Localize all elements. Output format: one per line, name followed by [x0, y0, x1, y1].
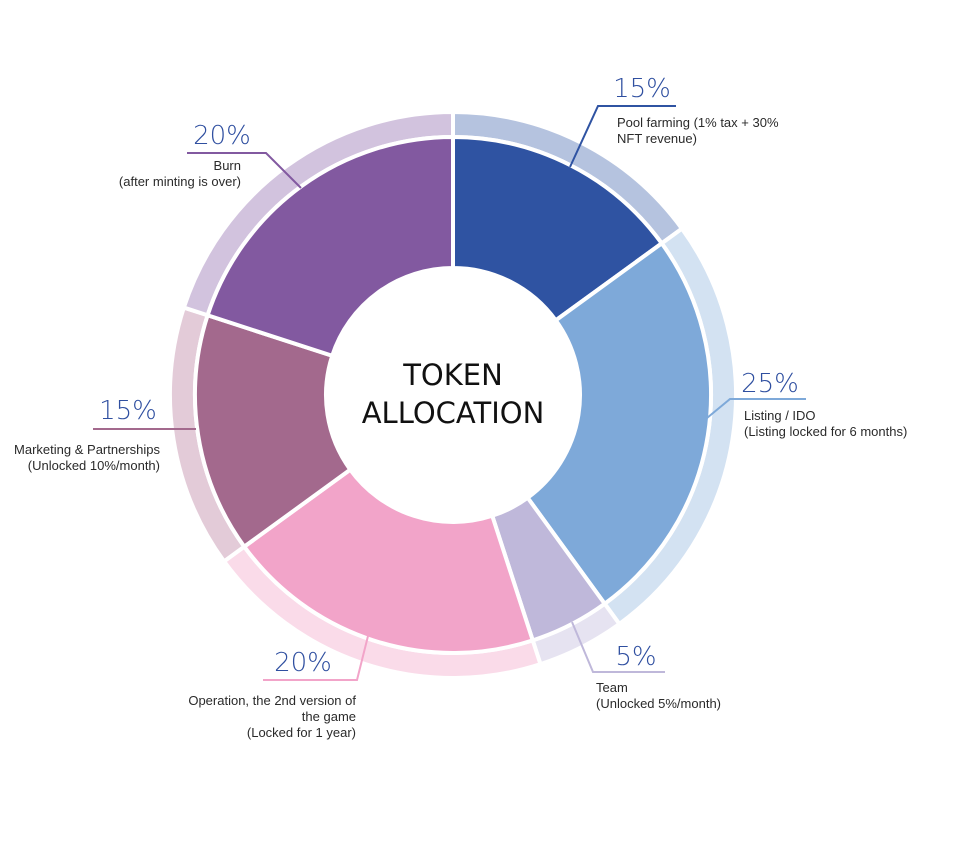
callout-group: 15% Pool farming (1% tax + 30%NFT revenue…	[14, 74, 907, 740]
slice-percent-label: 20%	[274, 648, 332, 678]
slice-category-label: Burn	[214, 158, 241, 173]
slice-category-label: Pool farming (1% tax + 30%	[617, 115, 779, 130]
slice-category-label: Listing / IDO	[744, 408, 816, 423]
callout-leader-line	[263, 635, 369, 681]
slice-percent-label: 15%	[99, 396, 157, 426]
slice-percent-label: 15%	[613, 74, 671, 104]
slice-category-label: (Unlocked 10%/month)	[28, 458, 160, 473]
callout-leader-line	[706, 398, 806, 419]
center-title-line-2: ALLOCATION	[362, 396, 545, 430]
slice-category-label: Operation, the 2nd version of	[188, 693, 356, 708]
slice-category-label: Marketing & Partnerships	[14, 442, 160, 457]
callout-leader-line	[187, 152, 302, 189]
slice-category-label: (after minting is over)	[119, 174, 241, 189]
slice-category-label: (Listing locked for 6 months)	[744, 424, 907, 439]
center-title-line-1: TOKEN	[402, 358, 503, 392]
callout-leader-line	[571, 621, 665, 673]
slice-percent-label: 25%	[741, 369, 799, 399]
slice-category-label: the game	[302, 709, 356, 724]
slice-percent-label: 20%	[193, 121, 251, 151]
center-hole	[326, 268, 580, 522]
slice-category-label: Team	[596, 680, 628, 695]
slice-percent-label: 5%	[615, 642, 656, 672]
slice-group	[193, 134, 713, 655]
slice-category-label: (Locked for 1 year)	[247, 725, 356, 740]
callout-leader-line	[569, 105, 676, 168]
slice-category-label: NFT revenue)	[617, 131, 697, 146]
slice-category-label: (Unlocked 5%/month)	[596, 696, 721, 711]
